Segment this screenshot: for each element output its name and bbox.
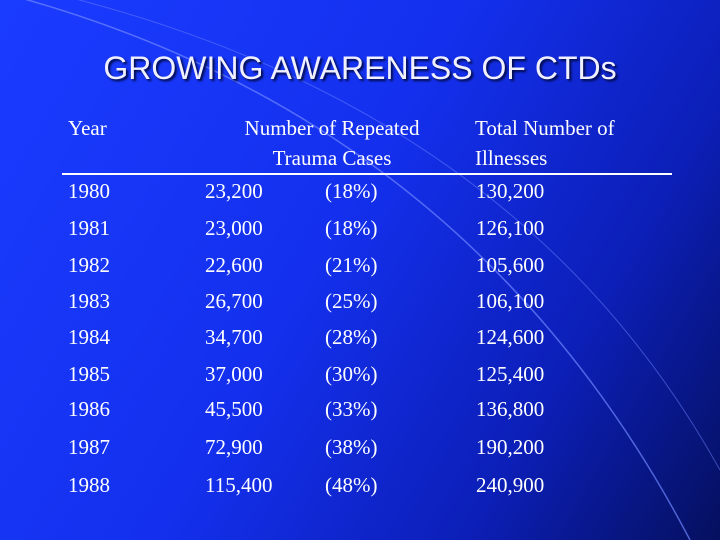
cell-percent: (38%) <box>325 435 378 459</box>
cell-percent: (28%) <box>325 325 378 349</box>
cell-percent: (18%) <box>325 216 378 240</box>
cell-percent: (30%) <box>325 362 378 386</box>
cell-percent: (21%) <box>325 253 378 277</box>
cell-cases: 37,000 <box>205 362 263 386</box>
column-header-repeated-trauma-line2: Trauma Cases <box>272 146 392 170</box>
cell-year: 1982 <box>68 253 110 277</box>
cell-percent: (18%) <box>325 179 378 203</box>
slide-title: GROWING AWARENESS OF CTDs <box>103 50 617 86</box>
cell-year: 1987 <box>68 435 110 459</box>
column-header-total-illnesses-line1: Total Number of <box>475 116 615 140</box>
cell-cases: 26,700 <box>205 289 263 313</box>
cell-percent: (48%) <box>325 473 378 497</box>
cell-year: 1985 <box>68 362 110 386</box>
cell-total: 124,600 <box>476 325 545 349</box>
cell-year: 1980 <box>68 179 110 203</box>
cell-total: 136,800 <box>476 397 545 421</box>
cell-year: 1983 <box>68 289 110 313</box>
cell-year: 1981 <box>68 216 110 240</box>
cell-total: 125,400 <box>476 362 545 386</box>
cell-cases: 23,200 <box>205 179 263 203</box>
cell-percent: (25%) <box>325 289 378 313</box>
header-divider <box>62 173 672 175</box>
cell-year: 1984 <box>68 325 110 349</box>
cell-cases: 23,000 <box>205 216 263 240</box>
cell-total: 190,200 <box>476 435 545 459</box>
column-header-total-illnesses-line2: Illnesses <box>475 146 548 170</box>
column-header-year: Year <box>68 116 107 140</box>
cell-total: 106,100 <box>476 289 545 313</box>
column-header-repeated-trauma-line1: Number of Repeated <box>244 116 420 140</box>
cell-cases: 45,500 <box>205 397 263 421</box>
cell-total: 105,600 <box>476 253 545 277</box>
cell-cases: 22,600 <box>205 253 263 277</box>
cell-total: 130,200 <box>476 179 545 203</box>
cell-cases: 34,700 <box>205 325 263 349</box>
cell-cases: 115,400 <box>205 473 273 497</box>
column-header-repeated-trauma: Number of Repeated Trauma Cases <box>220 113 444 173</box>
cell-cases: 72,900 <box>205 435 263 459</box>
cell-total: 240,900 <box>476 473 545 497</box>
cell-percent: (33%) <box>325 397 378 421</box>
column-header-total-illnesses: Total Number of Illnesses <box>475 113 615 173</box>
cell-year: 1986 <box>68 397 110 421</box>
cell-year: 1988 <box>68 473 110 497</box>
cell-total: 126,100 <box>476 216 545 240</box>
